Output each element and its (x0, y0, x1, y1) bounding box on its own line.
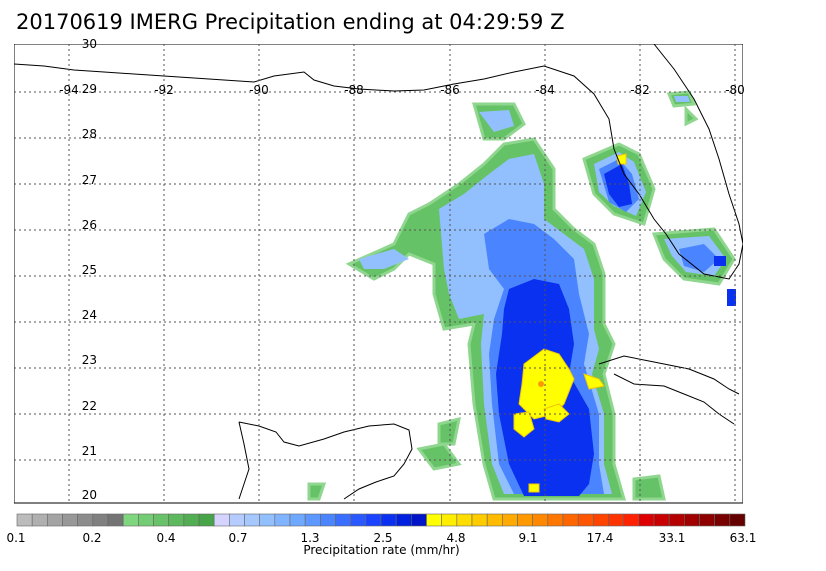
precipitation-map (14, 44, 743, 504)
colorbar-swatch (502, 513, 518, 527)
lat-label: 24 (81, 308, 97, 322)
colorbar-tick-label: 33.1 (658, 531, 686, 545)
colorbar-swatch (153, 513, 169, 527)
colorbar-swatch (168, 513, 185, 527)
precip-layer (307, 90, 736, 501)
colorbar-swatch (365, 513, 382, 527)
colorbar-swatch (699, 513, 715, 527)
colorbar-swatch (577, 513, 594, 527)
lon-label: -82 (630, 83, 650, 97)
lat-label: 20 (81, 488, 97, 502)
colorbar-swatch (441, 513, 458, 527)
colorbar-swatch (244, 513, 260, 527)
colorbar-tick-label: 2.5 (373, 531, 393, 545)
lat-label: 26 (81, 218, 97, 232)
lon-label: -80 (725, 83, 745, 97)
colorbar-swatch (668, 513, 685, 527)
colorbar-swatch (47, 513, 63, 527)
colorbar (16, 513, 746, 527)
colorbar-swatch (289, 513, 306, 527)
colorbar-swatch (411, 513, 427, 527)
lat-label: 28 (81, 127, 97, 141)
lat-label: 23 (81, 353, 97, 367)
colorbar-swatch (259, 513, 276, 527)
colorbar-units-label: Precipitation rate (mm/hr) (303, 543, 460, 557)
lat-label: 29 (81, 82, 97, 96)
colorbar-swatch (320, 513, 336, 527)
colorbar-swatch (122, 513, 139, 527)
colorbar-swatch (653, 513, 670, 527)
lat-label: 21 (81, 444, 97, 458)
colorbar-tick-label: 0.7 (228, 531, 248, 545)
colorbar-tick-label: 4.8 (446, 531, 466, 545)
colorbar-swatch (714, 513, 731, 527)
colorbar-swatch (547, 513, 564, 527)
colorbar-tick-label: 0.1 (6, 531, 26, 545)
colorbar-swatch (62, 513, 78, 527)
colorbar-swatch (426, 513, 442, 527)
colorbar-swatch (213, 513, 230, 527)
colorbar-swatch (729, 513, 746, 527)
colorbar-swatch (16, 513, 33, 527)
colorbar-swatch (486, 513, 503, 527)
colorbar-swatch (608, 513, 624, 527)
lat-label: 22 (81, 399, 97, 413)
colorbar-swatch (198, 513, 215, 527)
colorbar-tick-label: 63.1 (729, 531, 757, 545)
lon-label: -86 (440, 83, 460, 97)
colorbar-tick-label: 0.4 (156, 531, 176, 545)
lon-label: -84 (535, 83, 555, 97)
colorbar-swatch (684, 513, 700, 527)
lon-label: -92 (154, 83, 174, 97)
lon-label: -90 (249, 83, 269, 97)
colorbar-swatch (456, 513, 473, 527)
colorbar-swatch (395, 513, 412, 527)
colorbar-swatch (623, 513, 640, 527)
colorbar-swatch (638, 513, 655, 527)
colorbar-swatch (183, 513, 200, 527)
colorbar-swatch (77, 513, 94, 527)
lat-label: 30 (81, 37, 97, 51)
colorbar-swatch (562, 513, 579, 527)
colorbar-swatch (92, 513, 109, 527)
map-title: 20170619 IMERG Precipitation ending at 0… (16, 10, 565, 34)
lat-label: 25 (81, 263, 97, 277)
colorbar-tick-label: 1.3 (300, 531, 320, 545)
colorbar-swatch (304, 513, 321, 527)
colorbar-swatch (274, 513, 291, 527)
lon-label: -94 (59, 83, 79, 97)
colorbar-tick-label: 9.1 (518, 531, 538, 545)
colorbar-swatch (31, 513, 48, 527)
colorbar-swatch (593, 513, 609, 527)
colorbar-swatch (532, 513, 549, 527)
colorbar-swatch (380, 513, 397, 527)
colorbar-swatch (517, 513, 533, 527)
colorbar-tick-label: 0.2 (82, 531, 102, 545)
graticule (14, 44, 743, 503)
colorbar-swatch (471, 513, 488, 527)
lat-label: 27 (81, 173, 97, 187)
colorbar-swatch (335, 513, 351, 527)
colorbar-swatch (350, 513, 367, 527)
colorbar-tick-label: 17.4 (586, 531, 614, 545)
colorbar-swatch (229, 513, 245, 527)
lon-label: -88 (344, 83, 364, 97)
colorbar-swatch (138, 513, 154, 527)
colorbar-swatch (107, 513, 124, 527)
